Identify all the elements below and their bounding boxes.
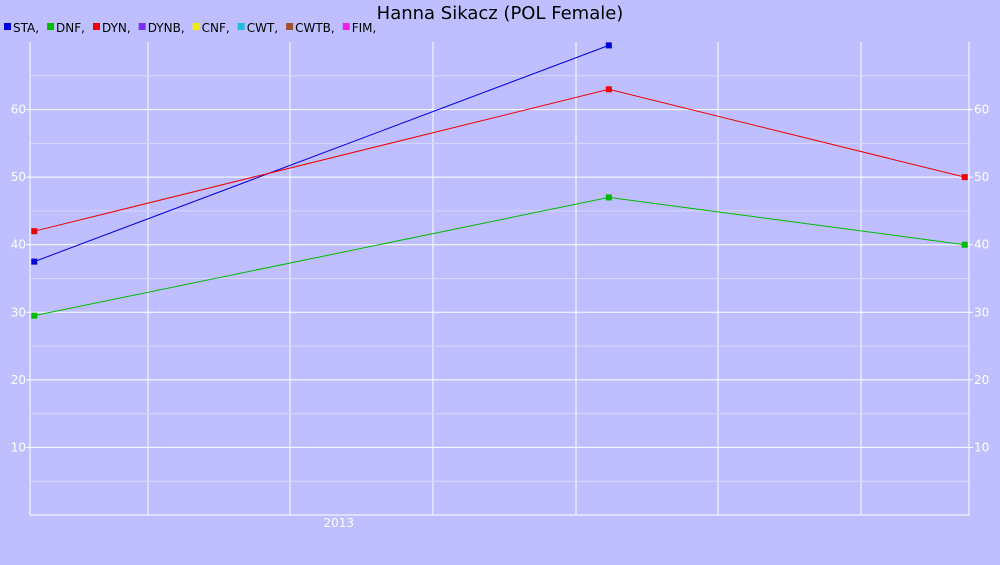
legend-label-fim: FIM, — [352, 21, 377, 35]
data-point-dnf — [605, 194, 612, 201]
legend-label-cwt: CWT, — [247, 21, 278, 35]
data-point-dnf — [961, 241, 968, 248]
legend-swatch-cnf — [192, 23, 200, 30]
data-point-dyn — [31, 228, 38, 235]
y-tick-label-left: 30 — [11, 305, 26, 319]
chart-title: Hanna Sikacz (POL Female) — [377, 3, 624, 24]
legend-label-dnf: DNF, — [56, 21, 85, 35]
legend-swatch-dnf — [47, 23, 55, 30]
y-tick-label-right: 30 — [974, 305, 989, 319]
legend-label-cwtb: CWTB, — [295, 21, 335, 35]
data-point-dyn — [605, 86, 612, 93]
grid — [30, 42, 969, 515]
legend-label-dyn: DYN, — [102, 21, 131, 35]
y-tick-label-right: 40 — [974, 238, 989, 252]
x-tick-label: 2013 — [323, 516, 354, 530]
legend-swatch-dyn — [92, 23, 100, 30]
series-line-sta — [34, 44, 610, 263]
legend-swatch-sta — [4, 23, 11, 30]
legend: STA, DNF, DYN, DYNB, CNF, CWT, CWTB, FIM, — [4, 21, 376, 35]
legend-label-sta: STA, — [13, 21, 39, 35]
y-tick-label-left: 40 — [11, 238, 26, 252]
data-point-sta — [605, 42, 612, 49]
y-tick-label-right: 50 — [974, 170, 989, 184]
y-tick-label-right: 60 — [974, 103, 989, 117]
legend-swatch-dynb — [138, 23, 146, 30]
data-point-dnf — [31, 312, 38, 319]
legend-label-cnf: CNF, — [202, 21, 230, 35]
legend-swatch-cwtb — [286, 23, 294, 30]
y-tick-label-left: 60 — [11, 103, 26, 117]
legend-label-dynb: DYNB, — [148, 21, 185, 35]
data-point-sta — [31, 258, 38, 265]
y-tick-label-left: 20 — [11, 373, 26, 387]
legend-swatch-fim — [342, 23, 350, 30]
legend-swatch-cwt — [237, 23, 245, 30]
series-layer — [31, 42, 968, 319]
y-tick-label-left: 50 — [11, 170, 26, 184]
y-tick-label-left: 10 — [11, 440, 26, 454]
y-tick-label-right: 10 — [974, 440, 989, 454]
data-point-dyn — [961, 174, 968, 181]
axes: 10 10 20 20 30 30 40 40 50 50 60 60 2013 — [11, 42, 989, 530]
y-tick-label-right: 20 — [974, 373, 989, 387]
